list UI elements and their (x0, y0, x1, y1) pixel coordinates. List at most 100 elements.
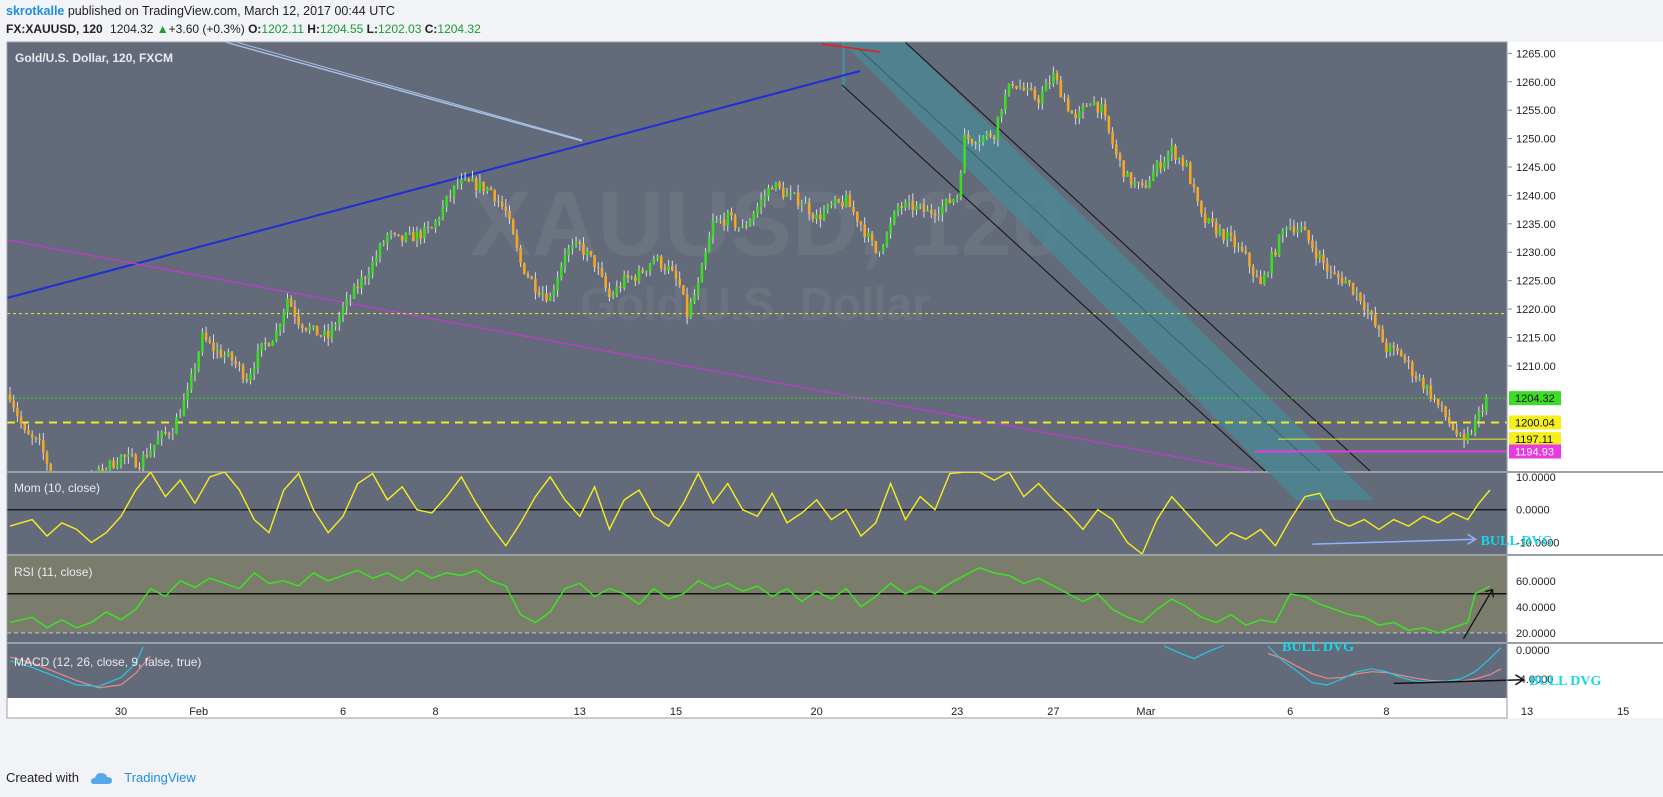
candle-body (1425, 385, 1429, 390)
author-link[interactable]: skrotkalle (6, 4, 65, 18)
candle-body (1237, 246, 1240, 248)
candle-body (445, 196, 448, 207)
candle-body (1422, 377, 1425, 390)
candle-body (689, 302, 693, 318)
time-tick-label: 6 (1287, 706, 1293, 718)
candle-body (611, 294, 615, 298)
price-axis-area (1508, 42, 1663, 718)
candle-body (1078, 111, 1081, 119)
candle-body (508, 211, 511, 220)
blue-trend-line (6, 70, 861, 299)
candle-body (1100, 104, 1103, 113)
candle-body (293, 306, 297, 317)
candle-body (1470, 433, 1473, 435)
candle-body (1174, 145, 1177, 160)
candle-body (1403, 356, 1407, 361)
candle-body (30, 434, 34, 438)
candle-body (571, 245, 574, 249)
candle-body (289, 298, 293, 307)
candle-body (1085, 106, 1088, 108)
candle-body (1063, 97, 1066, 99)
price-label-box (1509, 391, 1561, 406)
candle-body (38, 438, 41, 441)
candle-body (1070, 110, 1074, 114)
candle-body (1292, 226, 1296, 233)
candle-body (1485, 396, 1488, 412)
candle-body (1318, 254, 1322, 259)
candle-body (615, 286, 619, 295)
candle-body (630, 276, 633, 278)
candle-body (123, 455, 126, 457)
low-label: L: (366, 22, 378, 36)
candle-body (1033, 89, 1037, 99)
candle-body (271, 340, 274, 347)
candle-body (1296, 229, 1299, 233)
candle-body (1118, 154, 1122, 161)
candles-group (8, 66, 1488, 472)
candle-body (1259, 276, 1262, 285)
candle-body (375, 257, 378, 262)
candle-body (1481, 410, 1484, 412)
candle-body (985, 133, 989, 137)
candle-body (1396, 347, 1399, 352)
candle-body (23, 423, 27, 431)
light-blue-trend-line-2 (235, 41, 583, 141)
candle-body (1411, 362, 1414, 377)
candle-body (763, 195, 767, 200)
candle-body (1392, 345, 1396, 348)
candle-body (267, 343, 271, 347)
macd-signal-line (9, 655, 152, 689)
candle-body (104, 470, 108, 472)
created-with-text: Created with (6, 770, 79, 785)
candle-body (178, 416, 182, 418)
price-label-text: 1194.93 (1515, 447, 1554, 459)
candle-body (219, 349, 223, 358)
price-tick-label: 1250.00 (1516, 134, 1556, 146)
candle-body (16, 407, 19, 417)
candle-body (1303, 226, 1307, 231)
candle-body (1414, 376, 1418, 379)
candle-body (415, 231, 419, 242)
candle-body (1240, 246, 1244, 252)
candle-body (756, 206, 759, 215)
candle-body (1115, 144, 1118, 155)
candle-body (167, 433, 171, 435)
candle-body (944, 198, 948, 207)
candle-body (467, 178, 471, 182)
candle-body (1374, 314, 1377, 326)
candle-body (1152, 171, 1155, 181)
candle-body (830, 204, 833, 206)
candle-body (208, 339, 212, 343)
channel-upper-line (904, 41, 1371, 472)
candle-body (249, 373, 252, 381)
tradingview-brand[interactable]: TradingView (124, 770, 196, 785)
candle-body (312, 325, 315, 328)
candle-body (963, 134, 966, 174)
candle-body (1473, 419, 1477, 434)
candle-body (556, 278, 559, 291)
candle-body (534, 278, 537, 293)
close-value: 1204.32 (437, 22, 481, 36)
candle-body (978, 142, 981, 145)
candle-body (708, 237, 711, 253)
candle-body (678, 279, 681, 286)
candle-body (1189, 162, 1192, 184)
candle-body (1181, 157, 1185, 166)
price-tick-label: 1230.00 (1516, 247, 1556, 259)
candle-body (641, 270, 644, 273)
candle-body (1177, 157, 1181, 160)
candle-body (634, 276, 637, 282)
pane-separator (7, 554, 1663, 556)
candle-body (42, 440, 45, 453)
candle-body (241, 365, 245, 379)
candle-body (608, 288, 611, 298)
candle-body (171, 433, 175, 435)
mom-tick-label: 10.0000 (1516, 472, 1556, 484)
candle-body (515, 234, 519, 248)
candle-body (201, 332, 204, 353)
candle-body (145, 454, 149, 457)
candle-body (552, 290, 556, 296)
tradingview-cloud-icon (90, 772, 112, 784)
price-change: +3.60 (+0.3%) (168, 22, 245, 36)
